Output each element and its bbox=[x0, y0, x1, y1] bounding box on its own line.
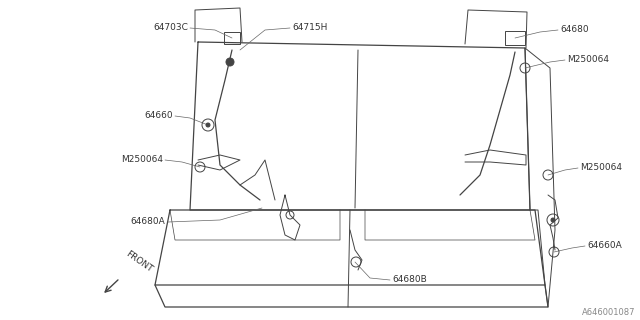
Text: M250064: M250064 bbox=[121, 156, 163, 164]
Text: M250064: M250064 bbox=[580, 164, 622, 172]
Text: 64680B: 64680B bbox=[392, 276, 427, 284]
Text: 64660A: 64660A bbox=[587, 242, 621, 251]
Text: 64660: 64660 bbox=[145, 111, 173, 121]
Text: 64715H: 64715H bbox=[292, 23, 328, 33]
Bar bbox=[224, 32, 240, 44]
Text: M250064: M250064 bbox=[567, 55, 609, 65]
Bar bbox=[505, 31, 525, 45]
Text: 64703C: 64703C bbox=[153, 23, 188, 33]
Text: A646001087: A646001087 bbox=[582, 308, 635, 317]
Circle shape bbox=[551, 218, 555, 222]
Circle shape bbox=[226, 58, 234, 66]
Text: 64680A: 64680A bbox=[131, 218, 165, 227]
Text: FRONT: FRONT bbox=[124, 249, 154, 274]
Text: 64680: 64680 bbox=[560, 26, 589, 35]
Circle shape bbox=[206, 123, 210, 127]
